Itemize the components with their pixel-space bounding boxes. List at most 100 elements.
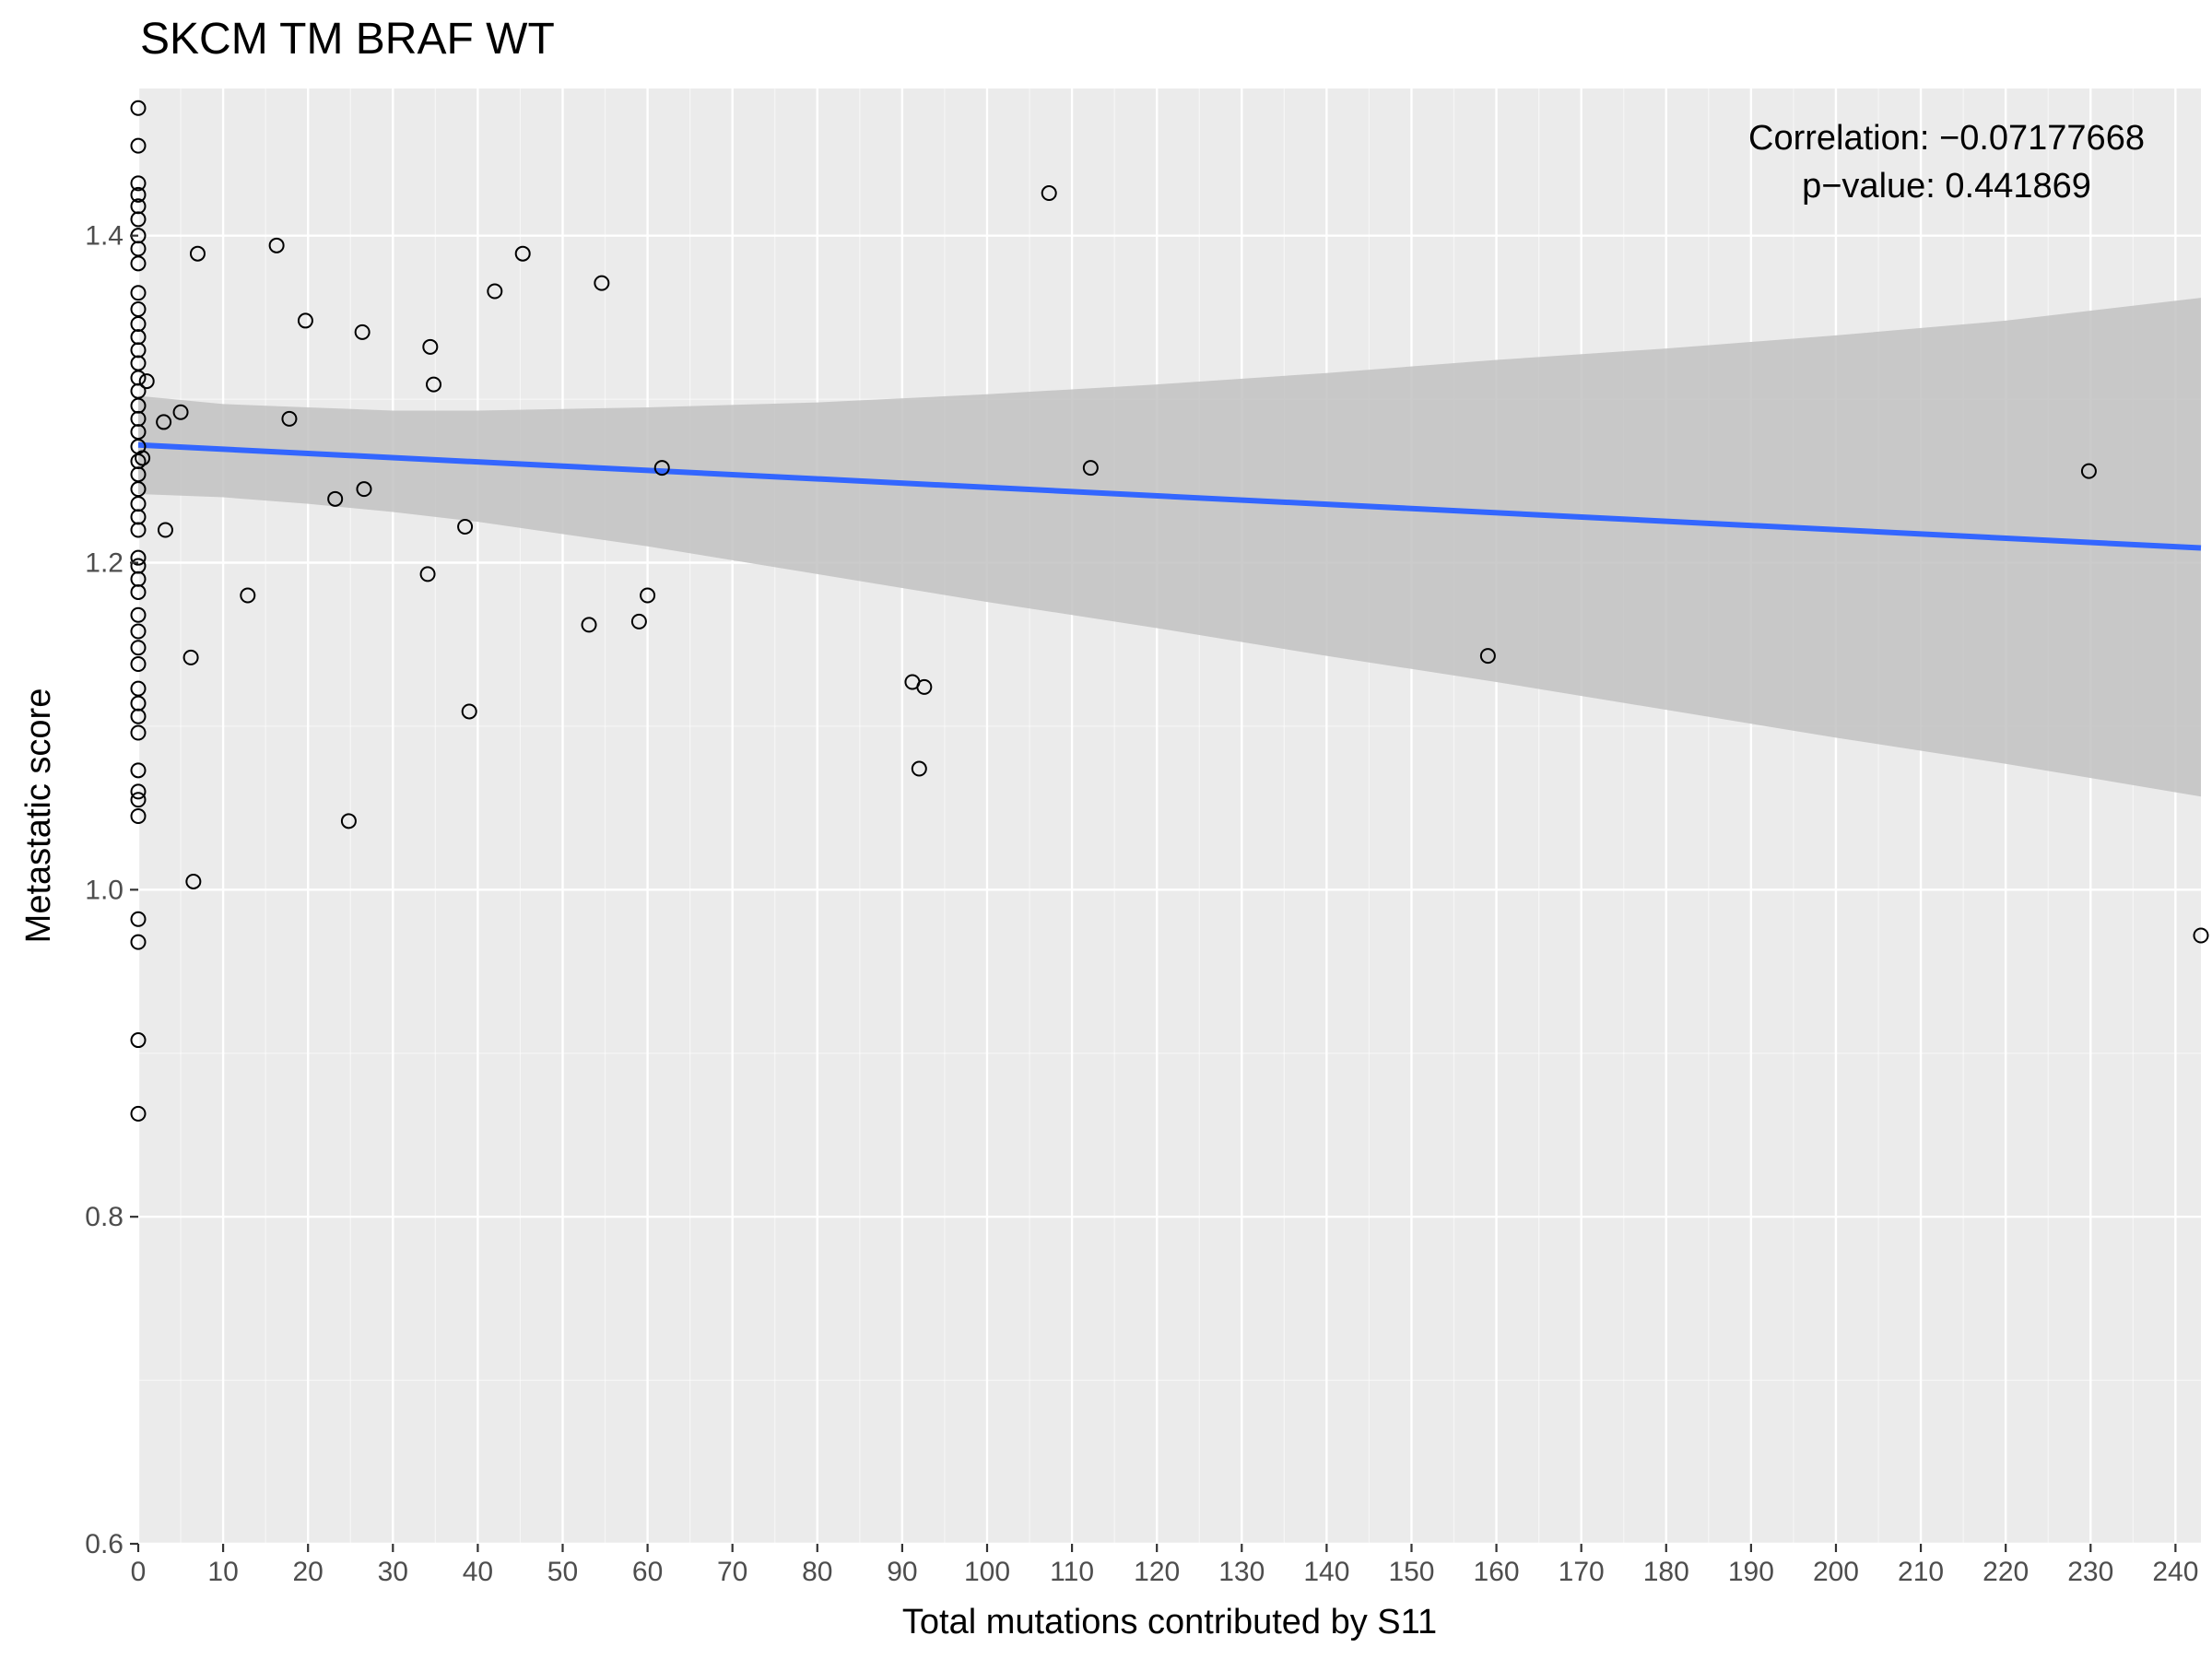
data-point — [130, 1105, 147, 1122]
minor-gridlines — [138, 88, 2201, 1544]
data-point — [1041, 185, 1057, 202]
x-tick-label: 30 — [378, 1557, 408, 1587]
x-tick-label: 0 — [131, 1557, 147, 1587]
x-tick-label: 230 — [2067, 1557, 2113, 1587]
data-point — [130, 792, 147, 808]
x-tick-label: 180 — [1643, 1557, 1689, 1587]
x-axis-title: Total mutations contributed by S11 — [902, 1603, 1437, 1641]
data-point — [1479, 648, 1496, 665]
x-tick-label: 40 — [463, 1557, 493, 1587]
data-point — [419, 566, 436, 582]
x-tick-label: 190 — [1728, 1557, 1774, 1587]
data-point — [130, 640, 147, 656]
data-point — [130, 137, 147, 154]
x-tick-label: 160 — [1474, 1557, 1520, 1587]
data-point — [189, 245, 206, 262]
pvalue-annotation: p−value: 0.441869 — [1802, 167, 2091, 206]
x-tick-label: 90 — [887, 1557, 917, 1587]
data-point — [130, 708, 147, 724]
data-point — [130, 762, 147, 779]
data-point — [911, 760, 927, 777]
data-point — [130, 175, 147, 192]
data-point — [297, 312, 313, 329]
data-point — [2080, 463, 2097, 479]
x-tick-label: 130 — [1218, 1557, 1265, 1587]
x-tick-label: 70 — [717, 1557, 747, 1587]
data-point — [182, 649, 199, 665]
data-point — [514, 245, 531, 262]
data-point — [130, 1032, 147, 1049]
data-point — [240, 587, 256, 604]
major-gridlines — [136, 88, 2201, 1546]
data-point — [135, 450, 151, 466]
y-axis: 0.6 0.8 1.0 1.2 1.4 — [85, 221, 138, 1559]
data-point — [130, 211, 147, 228]
x-tick-label: 210 — [1898, 1557, 1944, 1587]
data-point — [916, 678, 933, 695]
data-point — [130, 623, 147, 640]
correlation-annotation: Correlation: −0.07177668 — [1748, 119, 2145, 158]
data-point — [356, 481, 372, 498]
data-point — [2193, 927, 2209, 944]
data-point — [1082, 460, 1099, 477]
data-point — [457, 518, 474, 535]
data-point — [156, 414, 172, 430]
data-point — [354, 324, 371, 340]
data-point — [130, 911, 147, 927]
data-point — [581, 617, 597, 633]
data-point — [130, 255, 147, 272]
y-axis-title: Metastatic score — [19, 688, 58, 944]
data-point — [172, 404, 189, 420]
data-point — [130, 522, 147, 538]
data-point — [426, 376, 442, 393]
x-tick-label: 200 — [1813, 1557, 1859, 1587]
x-tick-label: 80 — [802, 1557, 832, 1587]
x-tick-label: 120 — [1134, 1557, 1180, 1587]
data-point — [653, 460, 670, 477]
data-point — [130, 186, 147, 203]
data-point — [640, 587, 656, 604]
y-tick-label: 0.8 — [85, 1202, 124, 1232]
data-point — [130, 583, 147, 600]
data-point — [130, 100, 147, 116]
x-tick-label: 240 — [2152, 1557, 2198, 1587]
x-tick-label: 10 — [207, 1557, 238, 1587]
y-tick-label: 1.2 — [85, 548, 124, 579]
data-point — [130, 656, 147, 673]
y-tick-label: 0.6 — [85, 1529, 124, 1559]
data-point — [461, 703, 477, 720]
data-point — [630, 613, 647, 629]
data-point — [130, 606, 147, 623]
data-point — [130, 934, 147, 950]
data-point — [281, 410, 298, 427]
data-point — [268, 237, 285, 253]
chart-title: SKCM TM BRAF WT — [140, 15, 555, 64]
x-tick-label: 170 — [1559, 1557, 1605, 1587]
data-point — [130, 724, 147, 741]
data-point — [130, 285, 147, 301]
y-tick-label: 1.0 — [85, 875, 124, 905]
data-points — [130, 100, 2209, 1122]
data-point — [422, 338, 439, 355]
data-point — [185, 873, 202, 889]
data-point — [130, 783, 147, 800]
x-tick-label: 20 — [293, 1557, 324, 1587]
plot-panel — [138, 88, 2201, 1544]
x-tick-label: 220 — [1983, 1557, 2029, 1587]
data-point — [138, 373, 155, 390]
data-point — [157, 522, 173, 538]
data-point — [130, 808, 147, 824]
data-point — [327, 490, 344, 507]
x-tick-label: 110 — [1050, 1557, 1094, 1587]
data-point — [340, 813, 357, 830]
regression-line — [137, 441, 2202, 551]
x-tick-label: 140 — [1303, 1557, 1349, 1587]
confidence-ribbon — [138, 298, 2201, 797]
x-axis: 0 10 20 30 40 50 60 70 80 90 100 110 120 130 140 150 160… — [131, 1544, 2198, 1587]
x-tick-label: 100 — [964, 1557, 1010, 1587]
x-tick-label: 60 — [632, 1557, 663, 1587]
x-tick-label: 50 — [547, 1557, 578, 1587]
data-point — [487, 283, 503, 300]
